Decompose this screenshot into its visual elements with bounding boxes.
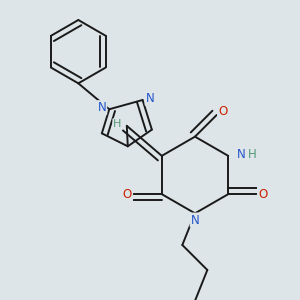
Text: N: N bbox=[190, 214, 200, 226]
Text: O: O bbox=[218, 105, 227, 118]
Text: H: H bbox=[113, 119, 122, 129]
Text: H: H bbox=[248, 148, 256, 161]
Text: N: N bbox=[146, 92, 154, 105]
Text: O: O bbox=[258, 188, 267, 201]
Text: N: N bbox=[98, 101, 106, 114]
Text: N: N bbox=[236, 148, 245, 161]
Text: O: O bbox=[123, 188, 132, 201]
